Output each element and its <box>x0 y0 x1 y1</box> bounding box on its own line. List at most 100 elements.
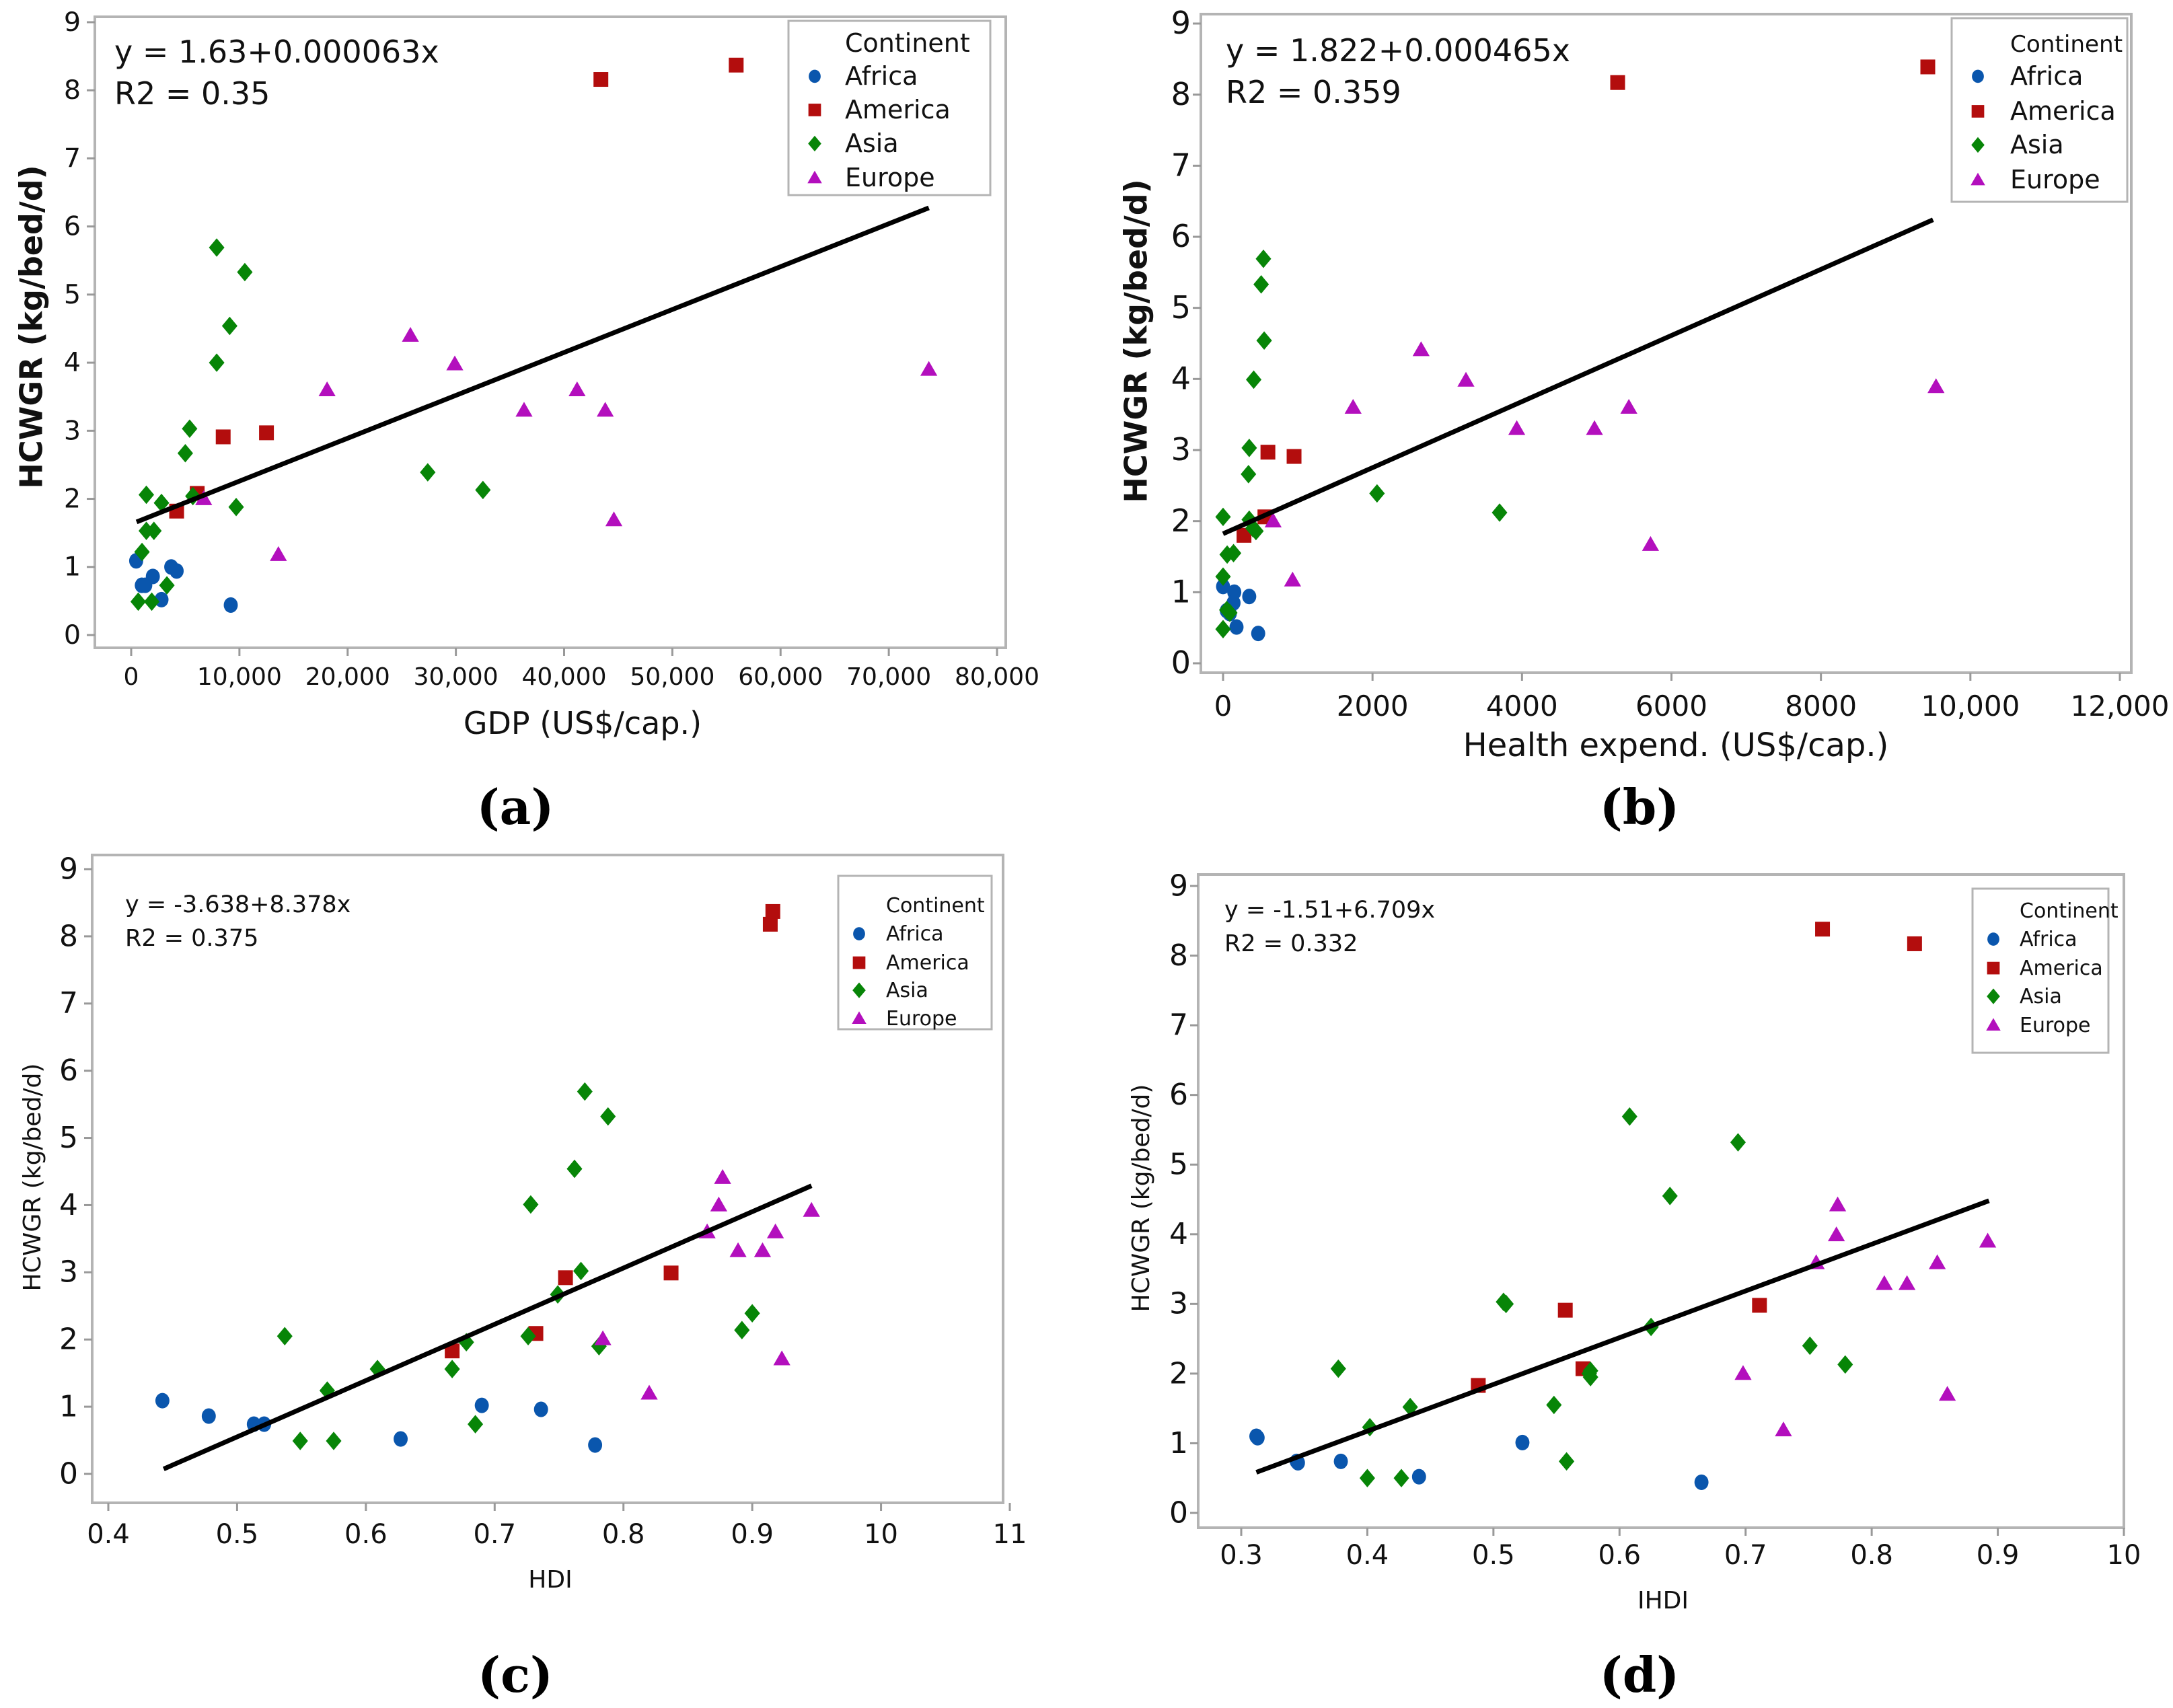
data-point-asia <box>185 486 201 506</box>
data-point-europe <box>640 1384 658 1400</box>
data-point-asia <box>209 353 225 372</box>
x-axis-title: Health expend. (US$/cap.) <box>1463 727 1889 764</box>
y-tick-label: 6 <box>64 211 81 242</box>
y-tick-label: 4 <box>59 1188 78 1222</box>
x-tick-label: 0.3 <box>1220 1540 1263 1571</box>
x-tick-label: 8000 <box>1785 690 1857 722</box>
data-point-asia <box>1330 1359 1346 1378</box>
y-tick-label: 2 <box>64 484 81 515</box>
y-tick-label: 9 <box>1171 5 1191 41</box>
data-point-asia <box>1256 331 1272 350</box>
data-point-asia <box>744 1304 760 1323</box>
data-point-africa <box>201 1408 216 1424</box>
data-point-europe <box>515 402 533 417</box>
regression-equation: y = 1.63+0.000063x <box>114 34 439 70</box>
data-point-america <box>215 429 231 445</box>
data-point-america <box>729 57 744 73</box>
legend-marker-asia <box>852 982 866 998</box>
x-tick-label: 4000 <box>1486 690 1558 722</box>
series-asia <box>1215 250 1508 639</box>
data-point-africa <box>1251 626 1265 642</box>
data-point-america <box>1260 445 1276 460</box>
data-point-america <box>445 1343 460 1359</box>
data-point-europe <box>1457 371 1475 387</box>
regression-equation: y = 1.822+0.000465x <box>1226 32 1570 69</box>
series-asia <box>1330 1107 1853 1487</box>
x-tick-label: 60,000 <box>738 663 823 691</box>
x-tick-label: 0.8 <box>602 1519 645 1550</box>
data-point-asia <box>144 592 160 611</box>
data-point-america <box>765 903 780 919</box>
data-point-europe <box>1508 420 1526 435</box>
data-point-asia <box>138 485 155 505</box>
y-tick-label: 8 <box>59 919 78 953</box>
data-point-asia <box>182 419 198 439</box>
data-point-asia <box>468 1415 484 1434</box>
legend-label-europe: Europe <box>886 1007 957 1031</box>
x-tick-label: 11 <box>993 1519 1027 1550</box>
regression-line <box>1222 217 1934 536</box>
data-point-america <box>259 425 274 441</box>
legend-title: Continent <box>2010 31 2123 58</box>
data-point-america <box>1907 936 1922 951</box>
data-point-europe <box>605 511 623 527</box>
y-tick-label: 8 <box>64 75 81 106</box>
legend-marker-america <box>852 956 866 969</box>
data-point-europe <box>1876 1275 1893 1290</box>
y-axis-title: HCWGR (kg/bed/d) <box>1128 1084 1155 1312</box>
y-tick-label: 9 <box>64 7 81 38</box>
data-point-asia <box>420 463 436 482</box>
legend-marker-europe <box>1971 172 1985 186</box>
data-point-europe <box>1938 1386 1956 1401</box>
data-point-africa <box>1694 1474 1709 1490</box>
data-point-asia <box>1621 1107 1637 1126</box>
data-point-asia <box>1359 1469 1375 1487</box>
data-point-asia <box>221 316 237 336</box>
y-tick-label: 0 <box>1169 1495 1188 1530</box>
data-point-asia <box>1215 567 1231 586</box>
legend-label-america: America <box>2020 957 2103 980</box>
data-point-asia <box>319 1381 335 1400</box>
y-tick-label: 1 <box>59 1390 78 1424</box>
data-point-asia <box>1559 1452 1575 1471</box>
data-point-america <box>762 916 778 932</box>
legend-title: Continent <box>886 894 985 918</box>
chart-panel-a: 0 10,000 20,000 30,000 40,000 50,000 60,000 70,… <box>13 7 1039 836</box>
series-africa <box>1249 1428 1709 1490</box>
y-tick-label: 3 <box>1171 431 1191 468</box>
data-point-europe <box>446 355 464 371</box>
plot-frame <box>1197 873 2125 1529</box>
data-point-europe <box>318 381 336 396</box>
data-point-africa <box>170 563 184 579</box>
legend-label-asia: Asia <box>886 979 928 1002</box>
legend-label-africa: Africa <box>886 922 944 946</box>
data-point-asia <box>177 443 193 463</box>
y-tick-label: 4 <box>1171 360 1191 396</box>
series-america <box>445 903 780 1359</box>
y-axis-title: HCWGR (kg/bed/d) <box>1118 179 1154 503</box>
data-point-america <box>558 1270 573 1286</box>
y-axis-title: HCWGR (kg/bed/d) <box>19 1064 46 1292</box>
data-point-africa <box>394 1431 408 1447</box>
legend-marker-asia <box>808 135 821 152</box>
data-point-asia <box>1219 601 1235 620</box>
legend-marker-africa <box>853 927 865 940</box>
data-point-africa <box>223 597 238 614</box>
legend-label-africa: Africa <box>845 61 918 91</box>
data-point-africa <box>1333 1453 1348 1469</box>
data-point-africa <box>533 1401 548 1417</box>
series-europe <box>1264 341 1945 587</box>
data-point-asia <box>475 480 491 500</box>
x-tick-label: 30,000 <box>414 663 499 691</box>
data-point-asia <box>1581 1364 1597 1383</box>
y-tick-label: 5 <box>1171 289 1191 326</box>
data-point-asia <box>153 493 170 513</box>
y-axis-title: HCWGR (kg/bed/d) <box>13 165 50 488</box>
data-point-asia <box>1255 250 1272 268</box>
data-point-europe <box>766 1223 784 1238</box>
data-point-asia <box>277 1327 293 1345</box>
r-squared: R2 = 0.35 <box>114 75 270 112</box>
x-tick-label: 40,000 <box>522 663 607 691</box>
data-point-europe <box>1284 571 1301 587</box>
data-point-asia <box>1802 1336 1818 1356</box>
